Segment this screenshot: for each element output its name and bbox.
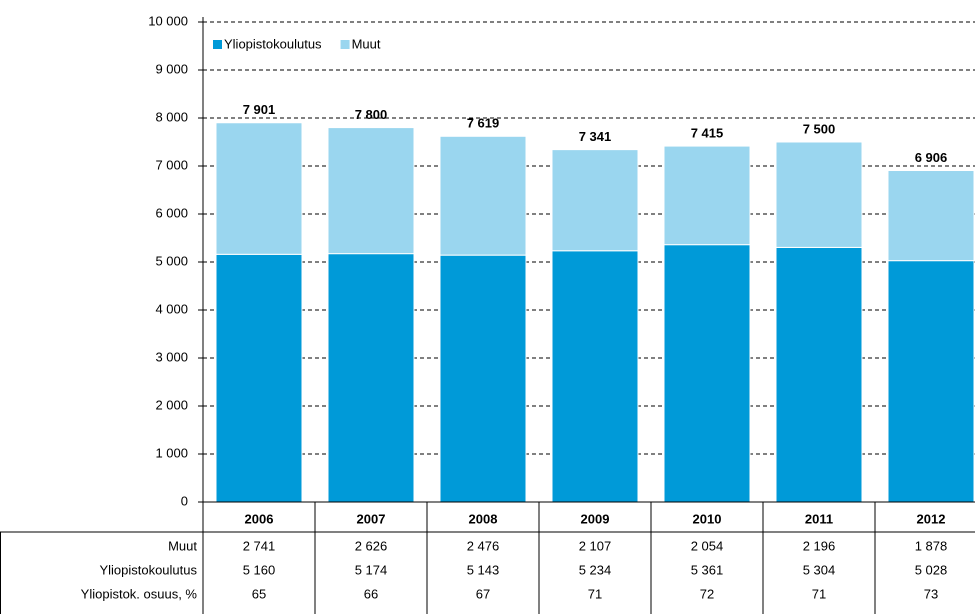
x-tick-label: 2007 <box>357 511 386 526</box>
table-cell: 71 <box>812 586 826 601</box>
table-cell: 71 <box>588 586 602 601</box>
x-tick-label: 2011 <box>805 511 833 526</box>
table-cell: 2 196 <box>803 538 836 553</box>
bar-segment <box>663 145 751 246</box>
table-cell: 5 028 <box>915 562 948 577</box>
total-label: 7 901 <box>243 102 276 117</box>
y-tick-label: 10 000 <box>148 13 188 28</box>
table-cell: 5 143 <box>467 562 500 577</box>
total-label: 7 800 <box>355 107 388 122</box>
y-tick-label: 2 000 <box>155 397 188 412</box>
total-label: 7 500 <box>803 121 836 136</box>
y-tick-label: 0 <box>181 493 188 508</box>
bar-segment <box>551 149 639 252</box>
table-cell: 67 <box>476 586 490 601</box>
total-label: 7 619 <box>467 116 500 131</box>
y-tick-label: 5 000 <box>155 253 188 268</box>
bar-segment <box>887 170 975 262</box>
bar-segment <box>439 135 527 256</box>
y-tick-label: 6 000 <box>155 205 188 220</box>
bar-segment <box>887 260 975 503</box>
legend-swatch <box>340 40 350 49</box>
row-header: Yliopistok. osuus, % <box>81 586 198 601</box>
bar-segment <box>327 127 415 255</box>
x-tick-label: 2012 <box>917 511 946 526</box>
y-tick-label: 4 000 <box>155 301 188 316</box>
table-cell: 2 054 <box>691 538 724 553</box>
bar-segment <box>775 141 863 248</box>
y-tick-label: 1 000 <box>155 445 188 460</box>
table-cell: 2 476 <box>467 538 500 553</box>
y-tick-label: 8 000 <box>155 109 188 124</box>
y-tick-label: 9 000 <box>155 61 188 76</box>
table-cell: 72 <box>700 586 714 601</box>
table-cell: 2 741 <box>243 538 276 553</box>
legend-label: Yliopistokoulutus <box>224 36 322 51</box>
legend-label: Muut <box>352 36 381 51</box>
bar-segment <box>663 244 751 503</box>
table-cell: 66 <box>364 586 378 601</box>
bar-segment <box>215 253 303 503</box>
table-cell: 2 107 <box>579 538 612 553</box>
table-cell: 73 <box>924 586 938 601</box>
row-header: Muut <box>168 538 197 553</box>
table-cell: 5 361 <box>691 562 724 577</box>
total-label: 7 341 <box>579 129 612 144</box>
table-cell: 1 878 <box>915 538 948 553</box>
bar-segment <box>775 246 863 503</box>
total-label: 6 906 <box>915 150 948 165</box>
bar-segment <box>439 254 527 503</box>
total-label: 7 415 <box>691 126 724 141</box>
table-cell: 5 174 <box>355 562 388 577</box>
row-header: Yliopistokoulutus <box>99 562 197 577</box>
legend-swatch <box>213 40 222 49</box>
table-cell: 65 <box>252 586 266 601</box>
table-cell: 2 626 <box>355 538 388 553</box>
x-tick-label: 2009 <box>581 511 610 526</box>
x-tick-label: 2008 <box>469 511 498 526</box>
y-tick-label: 3 000 <box>155 349 188 364</box>
x-tick-label: 2006 <box>245 511 274 526</box>
table-cell: 5 234 <box>579 562 612 577</box>
table-cell: 5 304 <box>803 562 836 577</box>
table-cell: 5 160 <box>243 562 276 577</box>
x-tick-label: 2010 <box>693 511 722 526</box>
bar-segment <box>327 253 415 503</box>
bar-segment <box>551 250 639 503</box>
y-tick-label: 7 000 <box>155 157 188 172</box>
bar-segment <box>215 122 303 255</box>
